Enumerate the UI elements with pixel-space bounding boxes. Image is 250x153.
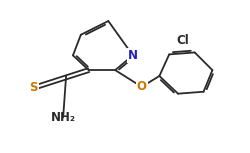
Text: N: N xyxy=(127,49,137,62)
Text: NH₂: NH₂ xyxy=(50,111,75,124)
Text: S: S xyxy=(29,81,38,94)
Text: O: O xyxy=(136,80,146,93)
Text: Cl: Cl xyxy=(176,34,188,47)
